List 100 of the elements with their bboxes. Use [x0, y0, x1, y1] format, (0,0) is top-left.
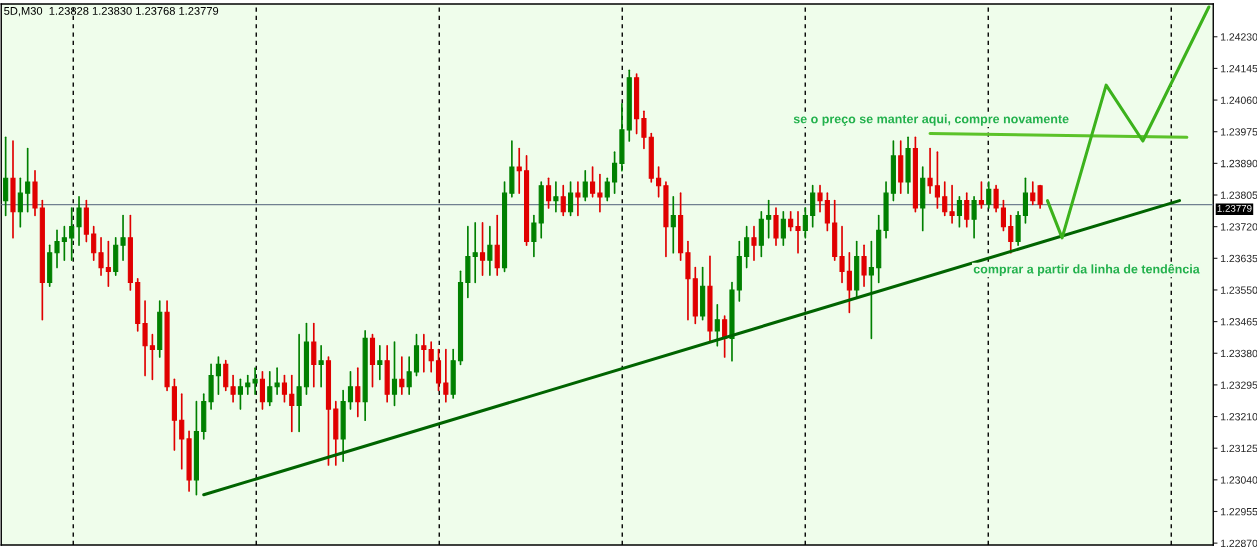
candlestick — [281, 374, 288, 403]
candlestick — [245, 374, 251, 396]
chart-title: 5D,M30 1.23828 1.23830 1.23768 1.23779 — [4, 7, 219, 17]
candlestick — [575, 181, 581, 217]
candlestick — [795, 210, 801, 254]
y-tick-label: 1.23380 — [1221, 349, 1257, 358]
candlestick — [545, 177, 552, 209]
candlestick — [1030, 181, 1036, 206]
y-tick-label: 1.23635 — [1221, 254, 1257, 263]
candlestick — [788, 210, 794, 232]
y-tick-label: 1.23720 — [1221, 223, 1257, 231]
candlestick — [435, 348, 442, 392]
candlestick — [54, 229, 60, 269]
y-tick-label: 1.23805 — [1221, 191, 1257, 199]
candlestick — [428, 341, 434, 373]
y-tick-label: 1.24230 — [1221, 33, 1257, 41]
candlestick — [993, 184, 999, 213]
candlestick — [406, 356, 412, 396]
candlestick — [744, 225, 750, 269]
y-tick-label: 1.22955 — [1221, 507, 1257, 516]
y-tick-label: 1.23550 — [1221, 286, 1257, 294]
candlestick — [641, 110, 647, 150]
y-tick-label: 1.23125 — [1221, 444, 1257, 453]
candlestick — [311, 322, 317, 388]
y-tick-label: 1.23465 — [1221, 318, 1257, 326]
candlestick — [91, 225, 97, 262]
candlestick — [443, 348, 449, 403]
candlestick — [868, 240, 874, 340]
candlestick — [472, 222, 478, 284]
candlestick — [861, 244, 867, 288]
candlestick — [964, 192, 970, 228]
candlestick — [810, 184, 816, 228]
candlestick — [179, 393, 185, 470]
candlestick — [978, 181, 984, 209]
candlestick — [766, 199, 772, 239]
annotation: comprar a partir da linha de tendência — [973, 264, 1200, 276]
candlestick — [560, 184, 566, 217]
candlestick — [479, 222, 486, 276]
candlestick — [274, 367, 280, 396]
candlestick — [318, 344, 324, 388]
candlestick — [568, 181, 574, 217]
candlestick — [296, 333, 302, 433]
candlestick — [347, 371, 354, 410]
candlestick — [76, 196, 82, 247]
candlestick — [751, 225, 757, 262]
candlestick — [1000, 199, 1007, 232]
candlestick — [773, 207, 779, 247]
candlestick — [399, 356, 405, 396]
candlestick — [377, 344, 383, 381]
candlestick — [25, 147, 31, 213]
candlestick — [17, 177, 23, 228]
candlestick — [516, 147, 522, 194]
candlestick — [553, 181, 559, 213]
candlestick — [252, 367, 258, 396]
y-tick-label: 1.23295 — [1221, 381, 1257, 389]
candlestick — [612, 151, 618, 194]
candlestick — [590, 166, 596, 198]
candlestick — [267, 371, 273, 407]
candlestick — [215, 356, 221, 396]
candlestick — [604, 177, 610, 202]
candlestick — [927, 147, 933, 194]
y-tick-label: 1.23975 — [1221, 128, 1257, 136]
candlestick — [656, 166, 662, 198]
candlestick — [582, 169, 588, 202]
y-tick-label: 1.24145 — [1221, 64, 1257, 73]
candlestick — [802, 207, 808, 239]
candlestick — [780, 210, 786, 247]
candlestick — [237, 378, 244, 410]
candlestick — [670, 196, 676, 254]
candlestick — [230, 374, 236, 403]
candlestick — [1037, 184, 1043, 209]
candlestick — [839, 225, 845, 284]
annotation: se o preço se manter aqui, compre novamente — [793, 114, 1069, 126]
candlestick — [105, 240, 111, 288]
candlestick — [986, 181, 992, 209]
ref-line-label: 1.23779 — [1217, 204, 1252, 212]
candlestick — [69, 207, 75, 262]
candlestick — [149, 333, 155, 381]
candlestick — [421, 333, 427, 373]
candlestick — [259, 371, 266, 410]
candlestick — [494, 214, 500, 276]
candlestick — [289, 374, 295, 433]
candlestick — [956, 196, 962, 228]
candlestick — [949, 184, 955, 224]
y-tick-label: 1.23890 — [1221, 159, 1257, 168]
candlestick — [3, 136, 9, 217]
y-tick-label: 1.24060 — [1221, 96, 1257, 104]
y-tick-label: 1.23210 — [1221, 413, 1257, 421]
candlestick — [531, 214, 537, 258]
candlestick — [714, 304, 720, 347]
candlestick — [391, 341, 398, 407]
candlestick — [934, 151, 940, 209]
candlestick — [223, 359, 229, 392]
candlestick — [487, 225, 493, 276]
candlestick — [1022, 177, 1029, 224]
candlestick — [142, 300, 148, 377]
candlestick — [817, 184, 823, 213]
candlestick — [846, 251, 852, 314]
candlestick — [98, 236, 104, 276]
candlestick — [597, 173, 603, 213]
